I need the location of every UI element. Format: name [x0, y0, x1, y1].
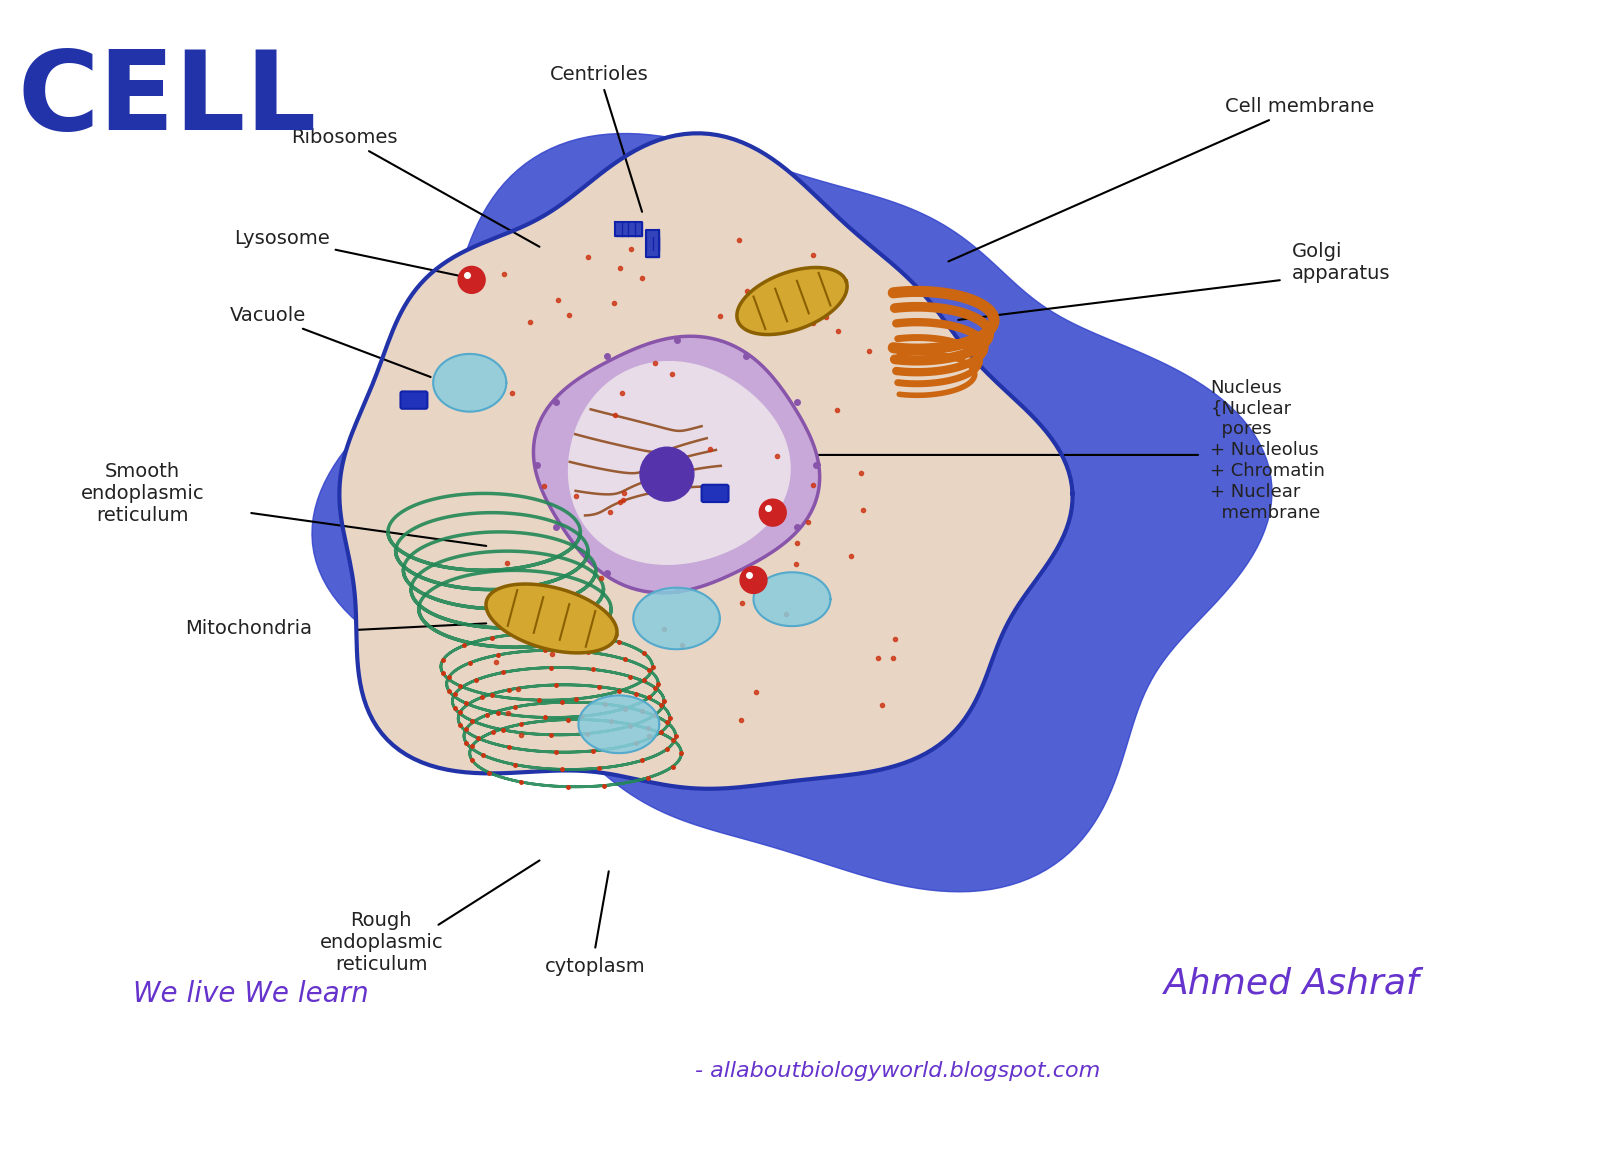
- Polygon shape: [646, 229, 659, 257]
- Text: Rough
endoplasmic
reticulum: Rough endoplasmic reticulum: [320, 911, 443, 974]
- Text: We live We learn: We live We learn: [133, 979, 370, 1007]
- Text: - allaboutbiologyworld.blogspot.com: - allaboutbiologyworld.blogspot.com: [694, 1060, 1101, 1080]
- Text: Lysosome: Lysosome: [234, 229, 462, 276]
- Polygon shape: [339, 133, 1072, 789]
- Text: Cell membrane: Cell membrane: [949, 97, 1374, 262]
- Polygon shape: [434, 353, 506, 411]
- Circle shape: [741, 567, 766, 593]
- Text: Smooth
endoplasmic
reticulum: Smooth endoplasmic reticulum: [82, 462, 205, 525]
- Text: Centrioles: Centrioles: [550, 65, 650, 212]
- Text: Nucleus
{Nuclear
  pores
+ Nucleolus
+ Chromatin
+ Nuclear
  membrane: Nucleus {Nuclear pores + Nucleolus + Chr…: [1211, 379, 1325, 522]
- Text: Golgi
apparatus: Golgi apparatus: [1293, 242, 1390, 283]
- Polygon shape: [579, 695, 659, 753]
- Text: Vacuole: Vacuole: [230, 306, 430, 377]
- Polygon shape: [634, 588, 720, 649]
- Polygon shape: [738, 268, 846, 335]
- FancyBboxPatch shape: [701, 484, 728, 502]
- Circle shape: [458, 267, 485, 293]
- Polygon shape: [568, 362, 790, 564]
- Text: Ahmed Ashraf: Ahmed Ashraf: [1165, 967, 1421, 1001]
- Text: cytoplasm: cytoplasm: [544, 957, 645, 976]
- Polygon shape: [533, 336, 819, 593]
- Polygon shape: [754, 573, 830, 626]
- Circle shape: [640, 447, 694, 501]
- Polygon shape: [486, 584, 618, 653]
- Text: Ribosomes: Ribosomes: [291, 127, 539, 247]
- Polygon shape: [312, 133, 1272, 891]
- Text: Mitochondria: Mitochondria: [186, 619, 312, 637]
- FancyBboxPatch shape: [400, 392, 427, 409]
- Polygon shape: [614, 223, 642, 235]
- Circle shape: [760, 500, 786, 526]
- Text: CELL: CELL: [18, 45, 317, 153]
